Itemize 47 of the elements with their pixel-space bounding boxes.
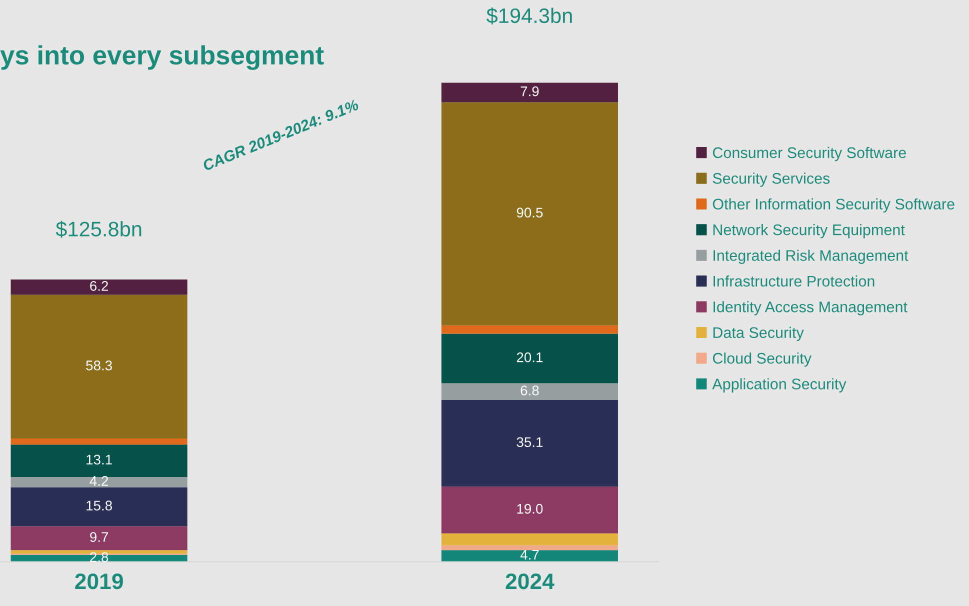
annotation: $125.8bn <box>56 220 142 238</box>
legend-label: Consumer Security Software <box>712 146 906 162</box>
bar <box>10 294 188 438</box>
data-label: 20.1 <box>516 352 543 362</box>
bar <box>10 526 188 550</box>
bar <box>441 325 618 334</box>
data-label: 15.8 <box>86 500 112 511</box>
x-tick-label: 2024 <box>506 573 554 590</box>
bar <box>441 400 618 487</box>
legend-label: Network Security Equipment <box>713 224 905 238</box>
bar <box>441 383 618 400</box>
data-label: 4.7 <box>520 550 539 560</box>
bar <box>10 550 188 554</box>
legend-label: Identity Access Management <box>714 301 908 316</box>
x-tick-label: 2019 <box>75 573 123 590</box>
data-label: 6.8 <box>520 386 539 396</box>
bar <box>441 334 618 384</box>
bar <box>10 438 188 445</box>
data-label: 35.1 <box>516 437 543 448</box>
chart-title: ys into every subsegment <box>0 45 324 70</box>
data-label: 4.2 <box>90 476 108 486</box>
data-label: 58.3 <box>86 360 112 370</box>
bar <box>441 82 618 102</box>
data-label: 9.7 <box>90 532 108 542</box>
bar <box>10 444 188 477</box>
bar <box>441 545 618 550</box>
data-label: 6.2 <box>90 281 108 291</box>
legend-label: Security Services <box>712 172 830 187</box>
bar <box>441 550 618 562</box>
legend-label: Application Security <box>712 378 846 392</box>
data-label: 2.8 <box>90 552 108 562</box>
legend-label: Integrated Risk Management <box>714 250 908 264</box>
bar <box>10 476 188 488</box>
bar <box>441 102 618 326</box>
bar <box>10 487 188 526</box>
text: $194.3bn <box>486 7 572 24</box>
data-label: 19.0 <box>517 504 543 514</box>
legend-label: Other Information Security Software <box>712 198 954 213</box>
bar <box>10 279 188 295</box>
bar <box>441 486 618 534</box>
data-label: 13.1 <box>86 454 112 465</box>
data-label: 7.9 <box>520 86 539 96</box>
legend-label: Data Security <box>713 326 804 342</box>
data-label: 90.5 <box>516 208 543 218</box>
legend-label: Cloud Security <box>712 352 812 367</box>
bar <box>441 533 618 546</box>
legend-label: Infrastructure Protection <box>714 275 874 287</box>
